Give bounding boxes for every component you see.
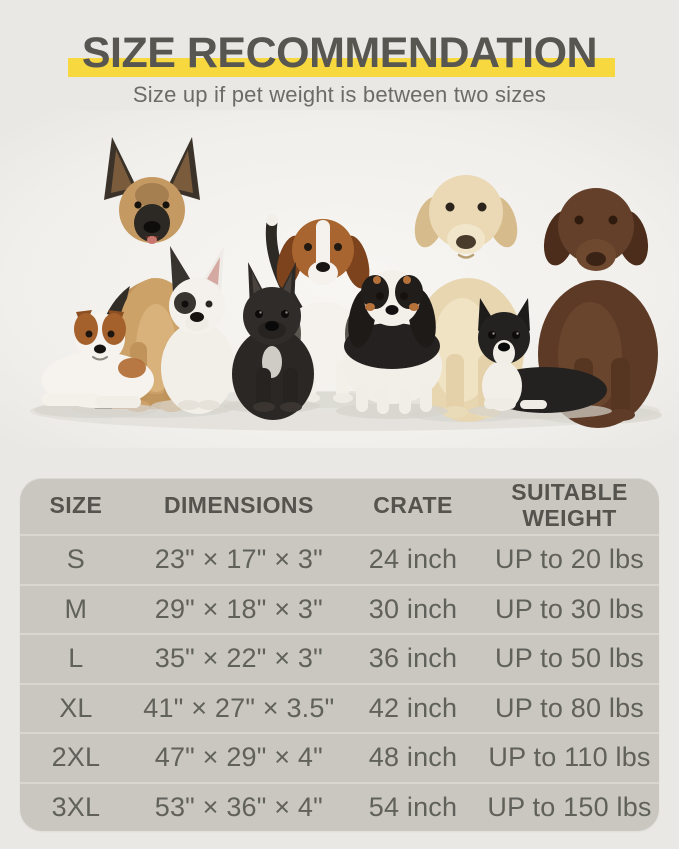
crate-value: 48 inch <box>368 742 458 773</box>
size-value: 2XL <box>51 742 101 773</box>
dimensions-value: 23" × 17" × 3" <box>154 544 323 575</box>
black-french-bulldog-illustration <box>224 262 320 420</box>
page-title: SIZE RECOMMENDATION <box>67 29 616 77</box>
table-row-3xl: 3XL 53" × 36" × 4" 54 inch UP to 150 lbs <box>20 781 659 832</box>
size-value: L <box>68 643 84 674</box>
title-highlight-bar <box>67 58 616 77</box>
table-row-xl: XL 41" × 27" × 3.5" 42 inch UP to 80 lbs <box>20 682 659 733</box>
table-header-row: SIZE DIMENSIONS CRATE SUITABLE WEIGHT <box>20 478 659 534</box>
column-header-size: SIZE <box>49 492 103 519</box>
weight-value: UP to 20 lbs <box>495 544 645 575</box>
column-header-crate: CRATE <box>373 492 453 519</box>
size-table: SIZE DIMENSIONS CRATE SUITABLE WEIGHT S … <box>20 478 659 831</box>
weight-value: UP to 150 lbs <box>487 791 652 822</box>
page-title-text: SIZE RECOMMENDATION <box>81 29 598 77</box>
boston-terrier-illustration <box>468 298 612 419</box>
dogs-photo-svg <box>0 110 679 448</box>
weight-value: UP to 80 lbs <box>495 692 645 723</box>
white-french-bulldog-illustration <box>151 246 243 414</box>
dimensions-value: 29" × 18" × 3" <box>154 593 323 624</box>
size-value: XL <box>59 692 93 723</box>
jack-russell-terrier-illustration <box>34 310 158 418</box>
size-value: M <box>64 593 88 624</box>
column-header-dimensions: DIMENSIONS <box>164 492 314 519</box>
size-value: S <box>66 544 86 575</box>
crate-value: 36 inch <box>368 643 458 674</box>
page-subtitle: Size up if pet weight is between two siz… <box>132 82 547 107</box>
dimensions-value: 35" × 22" × 3" <box>154 643 323 674</box>
crate-value: 30 inch <box>368 593 458 624</box>
dimensions-value: 53" × 36" × 4" <box>154 791 323 822</box>
crate-value: 54 inch <box>368 791 458 822</box>
weight-value: UP to 30 lbs <box>495 593 645 624</box>
weight-value: UP to 110 lbs <box>488 742 651 773</box>
dimensions-value: 47" × 29" × 4" <box>154 742 323 773</box>
column-header-suitable-weight: SUITABLE WEIGHT <box>511 479 628 531</box>
dogs-photo <box>0 110 679 448</box>
crate-value: 42 inch <box>368 692 458 723</box>
table-row-m: M 29" × 18" × 3" 30 inch UP to 30 lbs <box>20 583 659 634</box>
table-row-2xl: 2XL 47" × 29" × 4" 48 inch UP to 110 lbs <box>20 732 659 782</box>
weight-value: UP to 50 lbs <box>495 643 645 674</box>
crate-value: 24 inch <box>368 544 458 575</box>
chocolate-labrador-illustration <box>534 188 662 428</box>
size-value: 3XL <box>51 791 101 822</box>
table-row-l: L 35" × 22" × 3" 36 inch UP to 50 lbs <box>20 633 659 683</box>
table-row-s: S 23" × 17" × 3" 24 inch UP to 20 lbs <box>20 534 659 584</box>
header: SIZE RECOMMENDATION Size up if pet weigh… <box>0 0 679 108</box>
cavalier-king-charles-spaniel-illustration <box>336 270 448 419</box>
dimensions-value: 41" × 27" × 3.5" <box>143 692 335 723</box>
